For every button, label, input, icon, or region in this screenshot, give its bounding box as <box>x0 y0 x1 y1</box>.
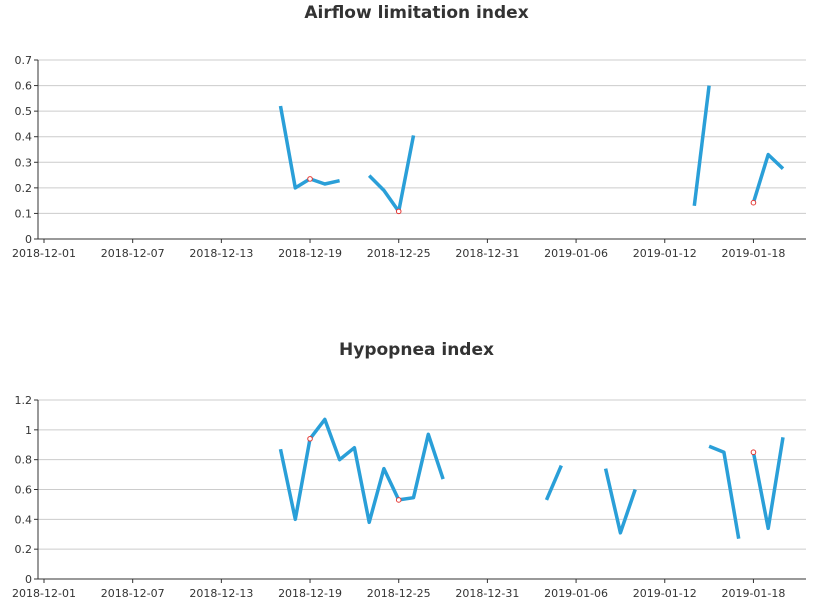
x-tick-label: 2019-01-12 <box>633 247 697 260</box>
y-tick-label: 0.3 <box>15 156 33 169</box>
y-tick-label: 0.6 <box>15 484 33 497</box>
series-line <box>751 152 785 204</box>
hypopnea-chart: 0 0.2 0.4 0.6 0.8 1 1.2 2018-12-01 2018-12-07 201… <box>12 394 806 600</box>
point-marker <box>307 176 313 182</box>
x-tick-label: 2019-01-12 <box>633 587 697 600</box>
y-tick-label: 0 <box>25 573 32 586</box>
x-tick-label: 2018-12-07 <box>101 587 165 600</box>
y-tick-label: 0.2 <box>15 543 33 556</box>
chart-title: Hypopnea index <box>339 340 494 360</box>
x-tick-label: 2018-12-19 <box>278 587 342 600</box>
x-tick-label: 2018-12-01 <box>12 247 76 260</box>
y-tick-label: 0.7 <box>15 54 33 67</box>
point-marker <box>750 199 757 206</box>
series-line <box>367 135 416 214</box>
x-tick-label: 2019-01-06 <box>544 587 608 600</box>
point-marker <box>395 497 402 503</box>
point-marker <box>395 208 402 215</box>
series-line <box>544 464 563 501</box>
x-tick-label: 2018-12-25 <box>367 247 431 260</box>
airflow-limitation-chart: 0 0.1 0.2 0.3 0.4 0.5 0.6 0.7 2018-12-01 2018-12-… <box>12 54 806 260</box>
series-line <box>603 468 637 535</box>
point-marker <box>307 435 313 442</box>
x-tick-label: 2018-12-13 <box>189 587 253 600</box>
x-tick-label: 2018-12-25 <box>367 587 431 600</box>
x-tick-label: 2018-12-31 <box>455 247 519 260</box>
y-tick-label: 0.1 <box>15 207 33 220</box>
y-tick-label: 0 <box>25 233 32 246</box>
x-tick-label: 2018-12-31 <box>455 587 519 600</box>
chart-title: Airflow limitation index <box>304 3 529 23</box>
x-tick-label: 2019-01-18 <box>721 247 785 260</box>
y-tick-label: 1.2 <box>15 394 33 407</box>
x-tick-label: 2019-01-18 <box>721 587 785 600</box>
x-tick-label: 2018-12-01 <box>12 587 76 600</box>
x-tick-label: 2019-01-06 <box>544 247 608 260</box>
series-line <box>278 105 340 190</box>
y-tick-label: 0.5 <box>15 105 33 118</box>
x-tick-label: 2018-12-19 <box>278 247 342 260</box>
y-tick-label: 0.4 <box>15 513 33 526</box>
y-tick-label: 0.2 <box>15 182 33 195</box>
x-tick-label: 2018-12-13 <box>189 247 253 260</box>
y-tick-label: 1 <box>25 424 32 437</box>
y-tick-label: 0.4 <box>15 131 33 144</box>
y-tick-label: 0.8 <box>15 454 33 467</box>
x-tick-label: 2018-12-07 <box>101 247 165 260</box>
y-tick-label: 0.6 <box>15 80 33 93</box>
series-line <box>708 444 741 539</box>
point-marker <box>750 449 757 456</box>
series-line <box>751 437 785 531</box>
series-line <box>278 417 445 525</box>
series-line <box>692 85 711 207</box>
